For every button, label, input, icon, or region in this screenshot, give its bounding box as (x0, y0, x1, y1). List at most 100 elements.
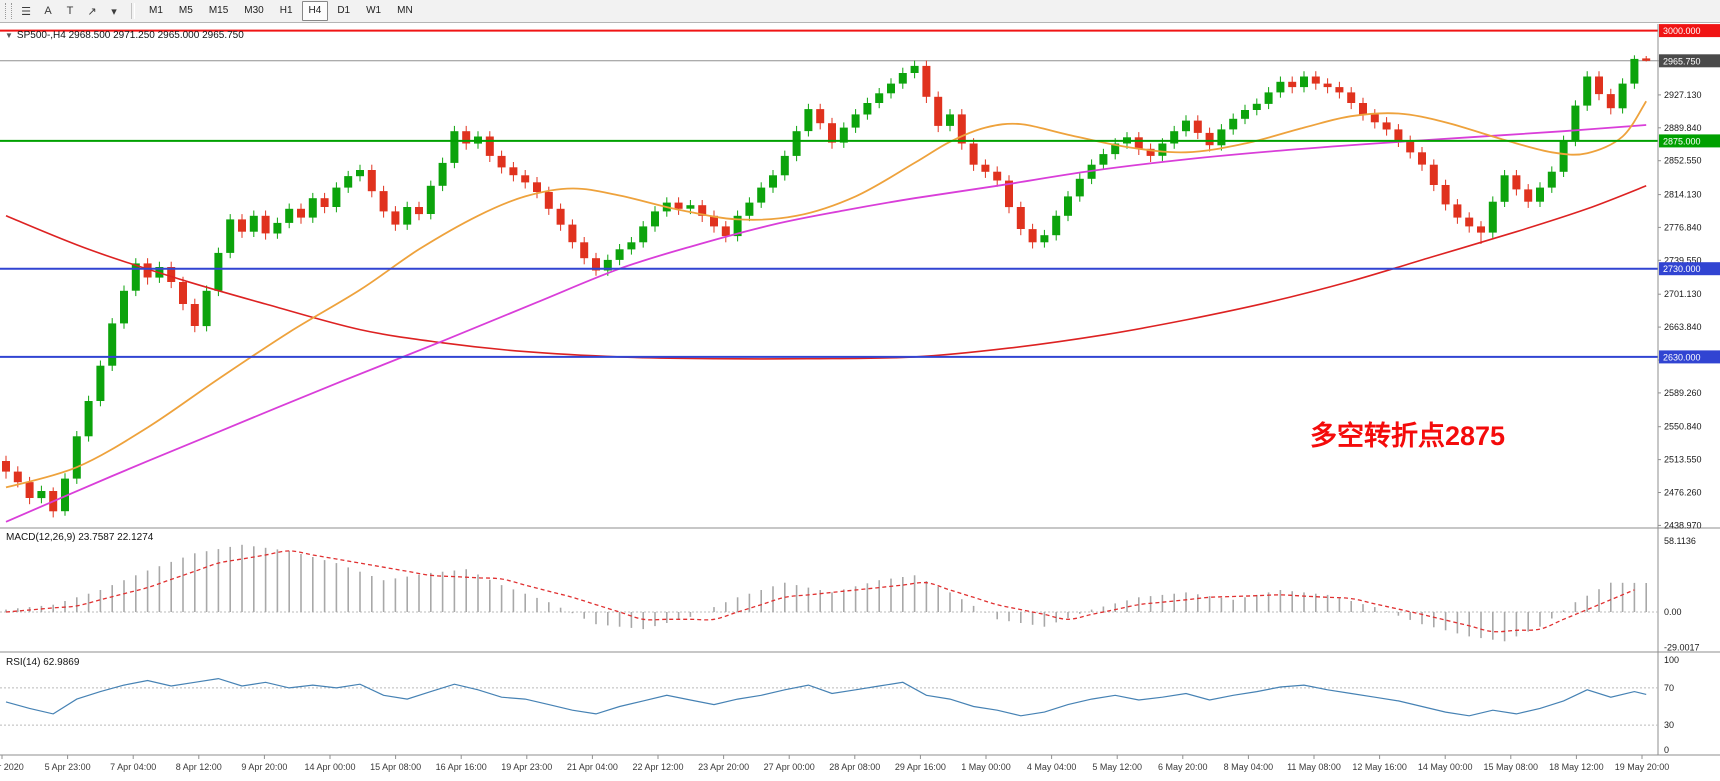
candle (1618, 83, 1627, 109)
timeframe-button-M5[interactable]: M5 (178, 5, 193, 16)
candle (993, 171, 1002, 181)
candle (1642, 58, 1651, 61)
candle (1524, 189, 1533, 202)
candle (1016, 207, 1025, 229)
price-axis-label: 2476.260 (1664, 488, 1702, 498)
candle (84, 401, 93, 437)
timeframe-button-H1[interactable]: H1 (279, 5, 293, 16)
ma-red-line (5, 185, 1647, 360)
candle (851, 114, 860, 128)
candle (863, 103, 872, 115)
candle (379, 191, 388, 212)
candle (1406, 140, 1415, 153)
candle (1477, 226, 1485, 233)
candle (297, 208, 305, 218)
price-axis-label: 2889.840 (1664, 123, 1702, 133)
text-tool-icon[interactable]: A (44, 5, 52, 17)
candle (1052, 215, 1061, 236)
time-axis-label: 18 May 12:00 (1549, 762, 1604, 772)
candle (1488, 201, 1497, 233)
time-axis-label: 29 Apr 16:00 (895, 762, 946, 772)
candle (37, 491, 46, 499)
timeframe-button-W1[interactable]: W1 (366, 5, 382, 16)
candle (934, 96, 943, 126)
toolbar-drag-handle[interactable] (5, 3, 12, 19)
candle (698, 205, 707, 216)
time-axis-label: 8 Apr 12:00 (176, 762, 222, 772)
candle (533, 182, 541, 192)
candle (438, 162, 447, 186)
timeframe-button-D1[interactable]: D1 (337, 5, 351, 16)
price-axis-label: 2776.840 (1664, 222, 1702, 232)
candle (2, 461, 10, 472)
candle (25, 482, 34, 498)
candle (308, 198, 317, 218)
candle (887, 83, 895, 94)
candle (1347, 92, 1356, 103)
time-axis-label: 5 Apr 23:00 (45, 762, 91, 772)
timeframe-button-H4[interactable]: H4 (301, 1, 329, 21)
candle (1288, 81, 1297, 88)
label-tool-icon[interactable]: T (66, 5, 74, 17)
candle (745, 202, 754, 216)
candle (910, 65, 919, 73)
candle (603, 259, 612, 271)
time-axis-label: 23 Apr 20:00 (698, 762, 749, 772)
price-axis-label: 2927.130 (1664, 90, 1702, 100)
candle (875, 93, 884, 103)
chart-annotation-text[interactable]: 多空转折点2875 (1310, 421, 1506, 451)
toolbar: ☰ A T ↗ ▾ M1 M5 M15 M30 H1 H4 D1 W1 MN (0, 0, 1720, 23)
timeframe-button-MN[interactable]: MN (397, 5, 413, 16)
candle (1217, 129, 1226, 146)
line-studies-icon[interactable]: ☰ (21, 5, 31, 18)
candle (131, 263, 140, 291)
candle (120, 290, 128, 324)
dropdown-caret-icon[interactable]: ▾ (111, 5, 117, 18)
candle (686, 205, 695, 209)
candle (1146, 148, 1155, 156)
candle (1453, 204, 1462, 218)
candle (1276, 81, 1285, 93)
candle (627, 242, 636, 250)
candle (72, 436, 81, 479)
time-axis-label: 14 Apr 00:00 (304, 762, 355, 772)
time-axis-label: 16 Apr 16:00 (436, 762, 487, 772)
candle (1300, 76, 1308, 88)
rsi-axis-label: 0 (1664, 745, 1669, 755)
candle (592, 258, 600, 271)
arrows-tool-icon[interactable]: ↗ (87, 5, 97, 18)
macd-indicator-label: MACD(12,26,9) 23.7587 22.1274 (6, 532, 154, 543)
time-axis-label: 28 Apr 08:00 (829, 762, 880, 772)
svg-text:3000.000: 3000.000 (1663, 26, 1701, 36)
candle (415, 207, 423, 215)
svg-text:2875.000: 2875.000 (1663, 136, 1701, 146)
time-axis-label: 15 May 08:00 (1484, 762, 1539, 772)
candle (1547, 171, 1556, 188)
timeframe-button-M1[interactable]: M1 (149, 5, 163, 16)
price-axis-label: 2814.130 (1664, 190, 1702, 200)
rsi-axis-label: 30 (1664, 720, 1674, 730)
candle (839, 127, 848, 143)
time-axis-label: 12 May 16:00 (1352, 762, 1407, 772)
hline-price-label: 2875.000 (1659, 134, 1720, 148)
time-axis-label: 8 May 04:00 (1224, 762, 1274, 772)
timeframe-button-M15[interactable]: M15 (208, 5, 229, 16)
time-axis-label: 9 Apr 20:00 (241, 762, 287, 772)
candle (1571, 105, 1580, 141)
candle (1323, 83, 1332, 88)
chart-area[interactable]: 2965.750 2927.130 2889.840 2852.550 2814.130… (0, 24, 1720, 781)
candle (202, 290, 211, 327)
chevron-down-icon[interactable]: ▼ (5, 31, 13, 40)
price-axis-label: 2589.260 (1664, 388, 1702, 398)
svg-text:2730.000: 2730.000 (1663, 264, 1701, 274)
chart-canvas[interactable]: 2965.750 2927.130 2889.840 2852.550 2814.130… (0, 24, 1720, 781)
macd-axis-label: 0.00 (1664, 607, 1682, 617)
candle (792, 131, 801, 156)
candle (1252, 103, 1261, 110)
symbol-header: ▼ SP500-,H4 2968.500 2971.250 2965.000 2… (5, 30, 244, 41)
toolbar-separator (131, 3, 135, 19)
ma-orange-line (5, 100, 1647, 489)
candle (556, 208, 565, 225)
candle (615, 249, 624, 260)
timeframe-button-M30[interactable]: M30 (244, 5, 264, 16)
